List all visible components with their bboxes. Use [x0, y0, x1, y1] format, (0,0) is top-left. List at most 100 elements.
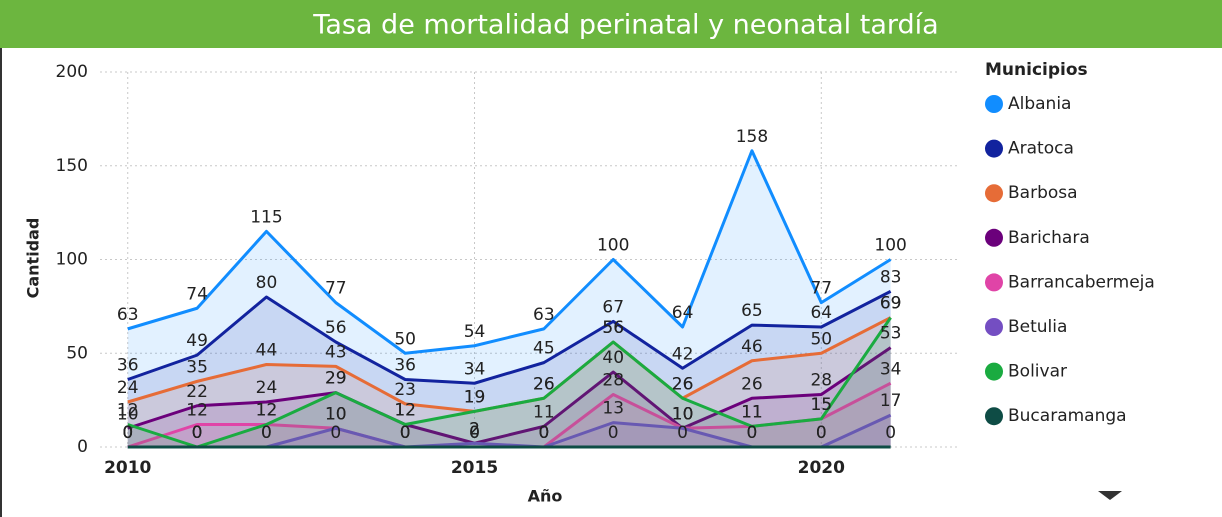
- data-label: 28: [810, 371, 832, 391]
- data-label: 54: [464, 322, 486, 342]
- data-label: 13: [602, 399, 624, 419]
- data-label: 12: [186, 401, 208, 421]
- data-label: 26: [533, 374, 555, 394]
- data-label: 0: [469, 423, 480, 443]
- x-tick-label: 2010: [104, 458, 151, 478]
- data-label: 0: [192, 423, 203, 443]
- data-label: 69: [880, 294, 902, 314]
- data-label: 0: [400, 423, 411, 443]
- data-label: 40: [602, 348, 624, 368]
- legend-marker: [985, 95, 1003, 113]
- y-tick-label: 50: [66, 343, 88, 363]
- data-label: 50: [394, 329, 416, 349]
- data-label: 19: [464, 387, 486, 407]
- data-label: 0: [538, 423, 549, 443]
- data-label: 10: [672, 404, 694, 424]
- x-tick-label: 2015: [451, 458, 498, 478]
- data-label: 65: [741, 301, 763, 321]
- data-label: 10: [672, 404, 694, 424]
- data-label: 158: [736, 127, 768, 147]
- data-label: 10: [672, 404, 694, 424]
- series-line: [127, 290, 892, 385]
- legend-marker: [985, 407, 1003, 426]
- data-label: 23: [394, 380, 416, 400]
- data-label: 36: [117, 356, 139, 376]
- legend-label: Barrancabermeja: [1008, 272, 1155, 292]
- data-label: 34: [880, 359, 902, 379]
- data-label: 46: [741, 337, 763, 357]
- legend-marker: [985, 362, 1003, 381]
- data-label: 45: [533, 339, 555, 359]
- data-label: 35: [186, 357, 208, 377]
- data-label: 42: [672, 344, 694, 364]
- legend-marker: [985, 318, 1003, 336]
- series-area: [127, 383, 891, 447]
- data-label: 34: [464, 359, 486, 379]
- data-label: 0: [261, 423, 272, 443]
- data-label: 2: [469, 419, 480, 439]
- data-label: 100: [597, 236, 629, 256]
- series-area: [127, 415, 891, 447]
- data-label: 22: [186, 382, 208, 402]
- data-label: 19: [464, 387, 486, 407]
- data-label: 100: [874, 236, 906, 256]
- x-axis-label: Año: [528, 487, 563, 506]
- y-tick-label: 150: [56, 156, 88, 176]
- data-label: 24: [256, 378, 278, 398]
- x-tick-label: 2020: [798, 458, 845, 478]
- data-label: 49: [186, 331, 208, 351]
- y-tick-label: 100: [56, 250, 88, 270]
- data-label: 0: [538, 423, 549, 443]
- data-label: 36: [394, 356, 416, 376]
- data-label: 64: [810, 303, 832, 323]
- data-label: 29: [325, 369, 347, 389]
- legend-label: Albania: [1008, 94, 1071, 114]
- series-area: [127, 150, 891, 447]
- data-label: 56: [602, 318, 624, 338]
- legend-marker: [985, 273, 1003, 292]
- legend-label: Aratoca: [1008, 139, 1074, 159]
- data-label: 115: [250, 207, 282, 227]
- data-label: 2: [469, 419, 480, 439]
- data-label: 0: [400, 423, 411, 443]
- data-label: 12: [394, 401, 416, 421]
- data-label: 63: [117, 305, 139, 325]
- data-label: 0: [816, 423, 827, 443]
- data-label: 12: [256, 401, 278, 421]
- data-label: 0: [192, 423, 203, 443]
- data-label: 83: [880, 267, 902, 287]
- data-label: 0: [677, 423, 688, 443]
- data-label: 10: [325, 404, 347, 424]
- data-label: 17: [880, 391, 902, 411]
- series-line: [127, 346, 892, 445]
- legend-marker: [985, 139, 1003, 158]
- data-label: 24: [117, 378, 139, 398]
- data-label: 56: [602, 318, 624, 338]
- y-tick-label: 200: [56, 62, 88, 82]
- data-label: 77: [325, 279, 347, 299]
- data-label: 11: [741, 402, 763, 422]
- legend-label: Bolivar: [1008, 362, 1067, 382]
- data-label: 53: [880, 324, 902, 344]
- legend-marker: [985, 184, 1003, 203]
- data-label: 29: [325, 369, 347, 389]
- series-area: [127, 317, 891, 447]
- data-label: 12: [394, 401, 416, 421]
- data-label: 10: [325, 404, 347, 424]
- scroll-arrow[interactable]: [1098, 491, 1122, 500]
- data-label: 0: [261, 423, 272, 443]
- data-label: 0: [122, 423, 133, 443]
- data-label: 12: [256, 401, 278, 421]
- data-label: 50: [810, 329, 832, 349]
- data-label: 74: [186, 284, 208, 304]
- data-label: 64: [672, 303, 694, 323]
- data-label: 0: [122, 423, 133, 443]
- data-label: 10: [117, 404, 139, 424]
- data-label: 0: [747, 423, 758, 443]
- data-label: 44: [256, 341, 278, 361]
- data-label: 77: [810, 279, 832, 299]
- data-label: 0: [538, 423, 549, 443]
- legend-label: Betulia: [1008, 317, 1067, 337]
